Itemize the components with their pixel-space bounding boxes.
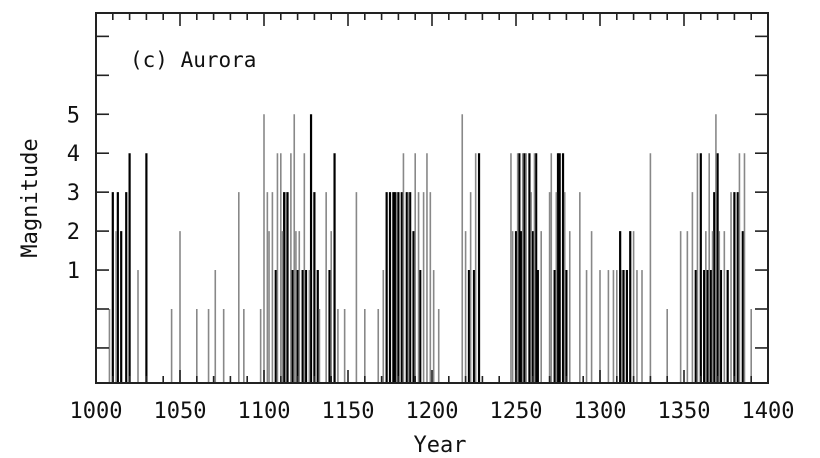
x-tick-label: 1000 — [70, 399, 123, 424]
plot-frame — [95, 12, 769, 384]
x-tick-label: 1100 — [238, 399, 291, 424]
x-tick-label: 1250 — [490, 399, 543, 424]
y-tick-label: 4 — [67, 142, 80, 167]
bars-layer — [108, 114, 753, 383]
x-tick-label: 1050 — [154, 399, 207, 424]
x-tick-label: 1300 — [574, 399, 627, 424]
x-axis-title: Year — [414, 433, 467, 458]
y-tick-label: 3 — [67, 181, 80, 206]
y-tick-label: 5 — [67, 103, 80, 128]
x-tick-label: 1200 — [406, 399, 459, 424]
y-tick-label: 2 — [67, 220, 80, 245]
ticks-layer — [95, 13, 769, 383]
x-tick-label: 1350 — [658, 399, 711, 424]
x-tick-label: 1150 — [322, 399, 375, 424]
y-tick-label: 1 — [67, 259, 80, 284]
x-tick-label: 1400 — [742, 399, 795, 424]
tick-labels-layer: 1000 1050 1100 1150 1200 1250 1300 1350 1400 1 2 3 4… — [67, 103, 795, 424]
y-axis-title: Magnitude — [18, 138, 43, 257]
panel-label: (c) Aurora — [130, 48, 256, 72]
